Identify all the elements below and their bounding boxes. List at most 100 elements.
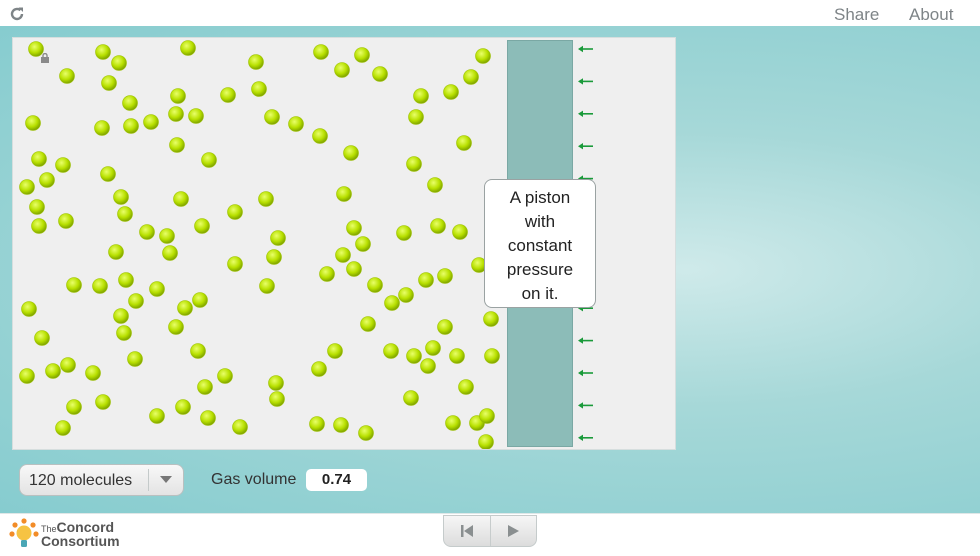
molecule: [463, 69, 479, 85]
molecule: [188, 108, 204, 124]
molecule: [19, 179, 35, 195]
reset-icon: [461, 525, 473, 537]
pressure-arrow-icon: [578, 45, 593, 53]
molecule: [117, 206, 133, 222]
molecule: [29, 199, 45, 215]
molecule: [406, 156, 422, 172]
molecule: [85, 365, 101, 381]
molecule: [443, 84, 459, 100]
molecule: [383, 343, 399, 359]
concord-logo-text: TheConcord Consortium: [41, 520, 120, 548]
molecule: [39, 172, 55, 188]
tooltip-line: on it.: [521, 284, 559, 303]
molecule: [220, 87, 236, 103]
molecule: [258, 191, 274, 207]
play-button[interactable]: [490, 516, 536, 546]
molecule: [259, 278, 275, 294]
top-bar: Share About: [0, 0, 980, 27]
molecule: [346, 261, 362, 277]
molecule: [427, 177, 443, 193]
molecule: [346, 220, 362, 236]
molecule: [437, 268, 453, 284]
molecule: [384, 295, 400, 311]
molecule: [194, 218, 210, 234]
molecule: [372, 66, 388, 82]
molecule: [367, 277, 383, 293]
molecule: [420, 358, 436, 374]
molecule: [197, 379, 213, 395]
tooltip-line: with: [524, 212, 556, 231]
lock-icon[interactable]: [40, 53, 50, 63]
chevron-down-icon[interactable]: [159, 475, 173, 484]
about-link[interactable]: About: [909, 5, 954, 24]
molecule: [335, 247, 351, 263]
molecule: [123, 118, 139, 134]
molecule: [31, 218, 47, 234]
molecule: [159, 228, 175, 244]
molecules-select-value: 120 molecules: [29, 472, 133, 489]
molecule: [128, 293, 144, 309]
molecule: [406, 348, 422, 364]
molecule: [449, 348, 465, 364]
molecule: [418, 272, 434, 288]
share-link[interactable]: Share: [834, 5, 880, 24]
molecule: [358, 425, 374, 441]
molecules-select[interactable]: 120 molecules: [19, 464, 184, 496]
piston-tooltip: A piston with constant pressure on it.: [484, 179, 596, 308]
molecule: [475, 48, 491, 64]
molecule: [333, 417, 349, 433]
molecule: [34, 330, 50, 346]
molecule: [270, 230, 286, 246]
molecule: [162, 245, 178, 261]
molecule: [458, 379, 474, 395]
molecule: [309, 416, 325, 432]
molecule: [31, 151, 47, 167]
molecule: [288, 116, 304, 132]
molecule: [445, 415, 461, 431]
molecule: [430, 218, 446, 234]
controls-row: 120 molecules Gas volume 0.74: [0, 462, 980, 502]
dropdown-divider: [148, 469, 149, 491]
molecule: [403, 390, 419, 406]
molecule: [413, 88, 429, 104]
reset-button[interactable]: [444, 516, 491, 546]
molecule: [479, 408, 495, 424]
pressure-arrow-icon: [578, 78, 593, 85]
molecule: [28, 41, 44, 57]
molecule: [111, 55, 127, 71]
molecule: [101, 75, 117, 91]
tooltip-line: A piston: [509, 188, 571, 207]
molecule: [232, 419, 248, 435]
simulation-stage: A piston with constant pressure on it. 1…: [0, 26, 980, 513]
pressure-arrow-icon: [578, 337, 593, 344]
pressure-arrow-icon: [578, 369, 593, 377]
molecule: [248, 54, 264, 70]
gas-volume-value: 0.74: [306, 469, 367, 491]
molecule: [452, 224, 468, 240]
molecule: [398, 287, 414, 303]
molecule: [437, 319, 453, 335]
molecule: [59, 68, 75, 84]
molecule: [334, 62, 350, 78]
molecule: [55, 420, 71, 436]
molecule: [116, 325, 132, 341]
molecule: [66, 277, 82, 293]
play-icon: [508, 525, 519, 537]
molecule: [311, 361, 327, 377]
molecule: [19, 368, 35, 384]
molecule: [200, 410, 216, 426]
reload-icon[interactable]: [8, 5, 26, 23]
concord-logo-icon: [9, 518, 39, 547]
molecule: [319, 266, 335, 282]
gas-container[interactable]: A piston with constant pressure on it.: [12, 37, 676, 450]
molecule: [149, 408, 165, 424]
molecule: [266, 249, 282, 265]
molecule: [483, 311, 499, 327]
molecule: [360, 316, 376, 332]
molecule: [127, 351, 143, 367]
molecule: [227, 204, 243, 220]
molecule: [143, 114, 159, 130]
molecule: [227, 256, 243, 272]
molecule: [122, 95, 138, 111]
molecule: [177, 300, 193, 316]
